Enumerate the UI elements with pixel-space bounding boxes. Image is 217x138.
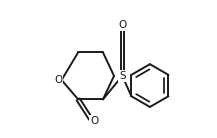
Text: O: O xyxy=(54,75,62,85)
Text: O: O xyxy=(90,116,99,126)
Text: S: S xyxy=(119,71,126,81)
Text: O: O xyxy=(118,20,127,30)
